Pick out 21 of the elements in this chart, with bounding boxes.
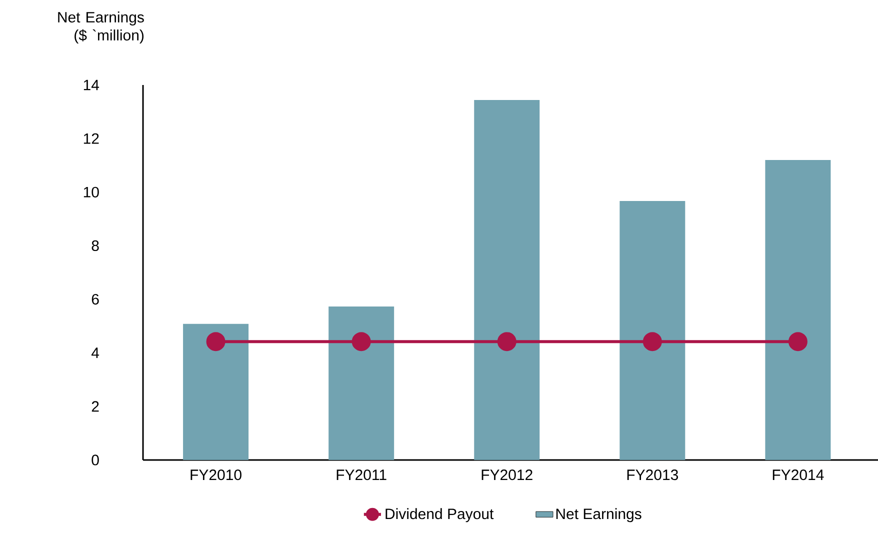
bar [328,306,394,460]
bar [474,100,540,460]
y-tick-label: 4 [91,348,100,358]
y-axis-title: Net Earnings ($ `million) [58,12,144,44]
x-tick-label: FY2012 [482,470,532,480]
x-tick-label: FY2011 [336,470,386,480]
bar [765,160,831,460]
legend-label: Dividend Payout [386,508,494,522]
y-tick-label: 0 [92,454,99,466]
bar [620,200,686,460]
x-tick-label: FY2014 [772,470,824,480]
y-tick-label: 14 [84,80,100,90]
x-tick-label: FY2010 [190,470,242,480]
bar [183,324,249,460]
y-tick-label: 2 [92,401,99,412]
x-tick-label: FY2013 [627,470,678,480]
y-tick-label: 10 [84,186,99,198]
y-tick-label: 12 [84,133,99,144]
legend-label: Net Earnings [556,508,642,522]
y-tick-label: 6 [92,294,99,305]
y-tick-label: 8 [92,240,99,252]
